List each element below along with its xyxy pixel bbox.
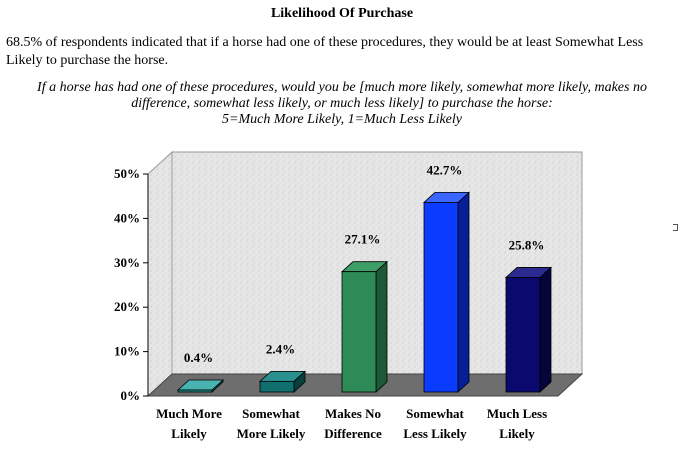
x-tick-label: Less Likely [403, 426, 467, 441]
x-tick-label: Much Less [487, 406, 547, 421]
y-tick-label: 40% [114, 210, 140, 225]
y-tick-label: 30% [114, 255, 140, 270]
x-tick-label: Makes No [325, 406, 381, 421]
question-line-3: 5=Much More Likely, 1=Much Less Likely [222, 112, 462, 127]
question-line-2: difference, somewhat less likely, or muc… [131, 96, 553, 111]
survey-question: If a horse has had one of these procedur… [6, 80, 678, 128]
summary-text: 68.5% of respondents indicated that if a… [6, 35, 644, 68]
y-tick-label: 50% [114, 166, 140, 181]
x-tick-label: More Likely [237, 426, 306, 441]
bar [505, 277, 541, 393]
x-tick-label: Difference [324, 426, 382, 441]
y-tick-label: 0% [121, 388, 141, 403]
y-tick-label: 10% [114, 344, 140, 359]
data-label: 42.7% [427, 162, 463, 177]
page-heading: Likelihood Of Purchase [270, 6, 414, 21]
x-tick-label: Somewhat [242, 406, 300, 421]
bar-side [457, 191, 470, 393]
bar [341, 271, 377, 393]
data-label: 27.1% [345, 232, 381, 247]
bar [177, 389, 213, 393]
data-label: 25.8% [509, 237, 545, 252]
plot-side-wall [147, 150, 173, 398]
data-label: 0.4% [184, 350, 213, 365]
x-tick-label: Likely [171, 426, 207, 441]
bar-side [539, 266, 552, 393]
x-tick-label: Likely [499, 426, 535, 441]
bar [259, 380, 295, 393]
question-line-1: If a horse has had one of these procedur… [37, 80, 647, 95]
data-label: 2.4% [266, 341, 295, 356]
corner-marker [673, 224, 678, 231]
x-tick-label: Somewhat [406, 406, 464, 421]
x-tick-label: Much More [156, 406, 222, 421]
y-tick-label: 20% [114, 299, 140, 314]
bar-side [375, 260, 388, 393]
bar [423, 202, 459, 393]
